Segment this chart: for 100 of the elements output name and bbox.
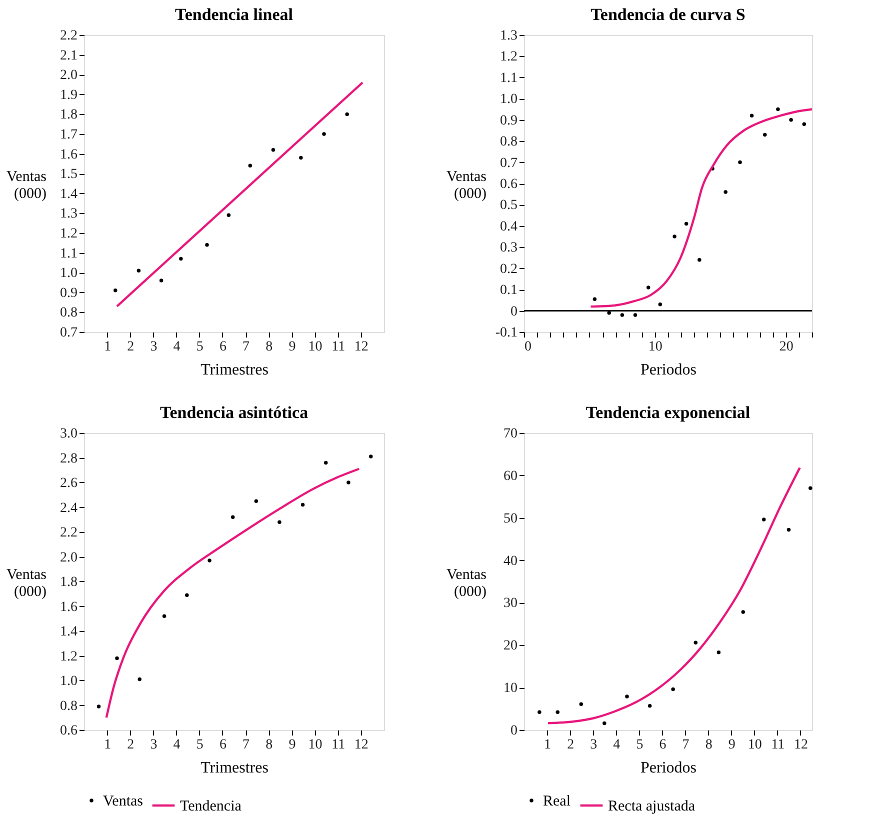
x-tick-label: 5: [636, 738, 644, 752]
y-tick-label: 1.0: [60, 674, 78, 689]
x-tick-label: 3: [590, 738, 598, 752]
chart-title: Tendencia lineal: [175, 5, 294, 24]
y-tick-label: 1.8: [60, 108, 78, 123]
y-tick-label: 1.3: [500, 28, 518, 44]
y-tick-label: 2.0: [60, 68, 78, 84]
y-tick-label: 0.3: [500, 240, 518, 256]
x-axis-title: Periodos: [640, 362, 696, 378]
x-tick-label: 2: [127, 340, 134, 354]
y-tick-label: 1.9: [60, 88, 78, 103]
y-tick-label: 50: [504, 511, 518, 526]
y-tick-label: 60: [504, 468, 518, 484]
x-tick-label: 12: [354, 738, 368, 752]
chart-title: Tendencia exponencial: [586, 403, 750, 422]
y-tick-label: 0.8: [500, 134, 518, 150]
x-tick-label: 7: [242, 738, 250, 752]
y-tick-label: 1.2: [60, 226, 78, 242]
x-tick-label: 4: [173, 738, 180, 752]
y-tick-label: 1.0: [500, 92, 518, 108]
y-axis-title: Ventas (000): [446, 169, 487, 202]
x-tick-label: 11: [332, 340, 346, 354]
y-tick-label: 0: [510, 724, 518, 738]
y-tick-label: 10: [504, 681, 518, 696]
y-tick-label: 1.2: [60, 649, 78, 664]
y-tick-label: 1.8: [60, 575, 78, 590]
y-tick-label: 1.2: [500, 50, 518, 65]
y-tick-label: 30: [504, 596, 518, 612]
x-tick-label: 9: [288, 738, 296, 752]
x-tick-label: 2: [127, 738, 134, 752]
y-tick-label: 0.9: [60, 286, 78, 301]
x-tick-label: 4: [613, 738, 620, 752]
y-tick-label: 0.1: [500, 283, 518, 298]
y-tick-label: 3.0: [60, 426, 78, 442]
y-tick-label: 2.0: [60, 550, 78, 566]
y-axis-title: Ventas (000): [6, 567, 47, 600]
x-tick-label: 1: [104, 340, 112, 354]
x-tick-label: 4: [173, 340, 180, 354]
y-tick-label: 40: [504, 554, 518, 569]
x-tick-label: 12: [354, 340, 368, 354]
y-tick-label: 0: [510, 304, 518, 320]
x-tick-label: 6: [659, 738, 666, 752]
x-tick-label: 5: [196, 738, 204, 752]
x-tick-label: 9: [728, 738, 736, 752]
y-tick-label: -0.1: [495, 326, 518, 340]
y-tick-label: 2.6: [60, 476, 78, 491]
y-tick-label: 1.4: [60, 624, 78, 640]
x-tick-label: 7: [682, 738, 690, 752]
y-tick-label: 1.6: [60, 147, 78, 162]
y-axis-title: Ventas (000): [446, 567, 487, 600]
y-tick-label: 0.9: [500, 113, 518, 128]
y-tick-label: 0.2: [500, 262, 518, 277]
x-tick-label: 1: [544, 738, 552, 752]
x-tick-label: 2: [567, 738, 574, 752]
chart-title: Tendencia asintótica: [160, 403, 309, 422]
x-tick-label: 10: [648, 340, 662, 354]
y-tick-label: 70: [504, 426, 518, 442]
x-tick-label: 10: [308, 738, 322, 752]
x-tick-label: 12: [794, 738, 808, 752]
x-axis-title: Trimestres: [200, 362, 268, 378]
y-tick-label: 2.2: [60, 28, 78, 44]
y-tick-label: 0.8: [60, 306, 78, 321]
y-tick-label: 2.4: [60, 500, 78, 516]
y-tick-label: 0.8: [60, 698, 78, 714]
y-tick-label: 1.5: [60, 167, 78, 182]
x-tick-label: 10: [748, 738, 762, 752]
x-tick-label: 6: [219, 340, 226, 354]
y-tick-label: 0.5: [500, 198, 518, 214]
y-tick-label: 2.8: [60, 451, 78, 466]
x-tick-label: 5: [196, 340, 204, 354]
x-axis-title: Periodos: [640, 760, 696, 776]
x-tick-label: 3: [150, 340, 158, 354]
y-tick-label: 1.6: [60, 600, 78, 615]
x-tick-label: 1: [104, 738, 112, 752]
legend-label: Tendencia: [180, 798, 242, 814]
y-tick-label: 1.7: [60, 128, 78, 142]
y-tick-label: 0.6: [60, 724, 78, 738]
y-tick-label: 2.1: [60, 48, 78, 64]
x-tick-label: 9: [288, 340, 296, 354]
legend-label: Ventas: [103, 794, 144, 810]
y-axis-title: Ventas (000): [6, 169, 47, 202]
y-tick-label: 0.7: [60, 326, 78, 340]
y-tick-label: 0.4: [500, 219, 518, 234]
chart-title: Tendencia de curva S: [590, 5, 746, 24]
y-tick-label: 1.1: [60, 246, 78, 262]
legend-label: Real: [543, 794, 570, 810]
x-tick-label: 11: [771, 738, 785, 752]
legend-label: Recta ajustada: [608, 798, 696, 814]
x-tick-label: 20: [779, 340, 794, 354]
y-tick-label: 0.7: [500, 156, 518, 171]
y-tick-label: 0.6: [500, 177, 518, 192]
y-tick-label: 1.4: [60, 186, 78, 202]
y-tick-label: 2.2: [60, 526, 78, 540]
x-tick-label: 11: [332, 738, 346, 752]
x-tick-label: 7: [242, 340, 250, 354]
x-tick-label: 8: [705, 738, 712, 752]
x-tick-label: 6: [219, 738, 226, 752]
x-tick-label: 8: [266, 738, 273, 752]
y-tick-label: 1.0: [60, 266, 78, 282]
x-axis-title: Trimestres: [200, 760, 268, 776]
